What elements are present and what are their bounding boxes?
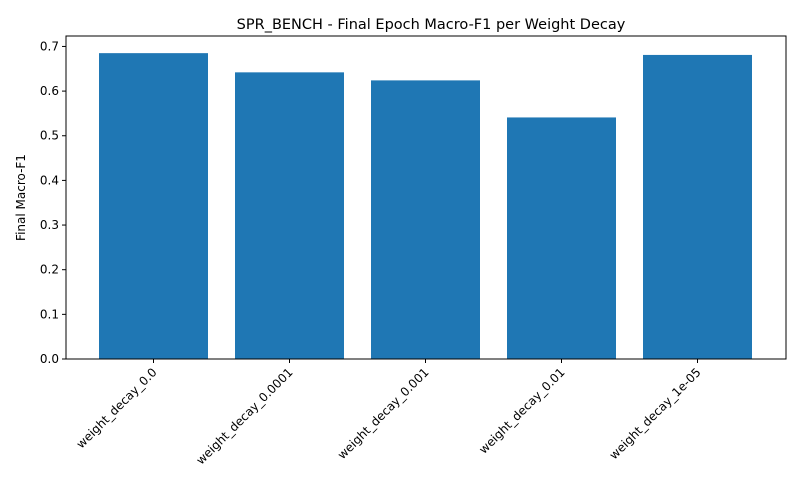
bar-weight_decay_1e-05 [643, 54, 752, 360]
y-tick-label: 0.5 [40, 129, 59, 143]
y-tick-label: 0.3 [40, 218, 59, 232]
x-tick-label: weight_decay_1e-05 [607, 365, 704, 462]
bars-group [99, 53, 752, 360]
x-axis: weight_decay_0.0 weight_decay_0.0001 weigh… [74, 359, 704, 467]
bar-weight_decay_0.0 [99, 53, 208, 360]
x-tick-label: weight_decay_0.001 [335, 365, 432, 462]
bar-weight_decay_0.01 [507, 117, 616, 359]
bar-weight_decay_0.001 [371, 80, 480, 360]
y-axis-label: Final Macro-F1 [14, 154, 28, 241]
plot-frame [65, 35, 787, 360]
chart-title: SPR_BENCH - Final Epoch Macro-F1 per Wei… [237, 17, 626, 33]
y-tick-label: 0.2 [40, 263, 59, 277]
y-tick-label: 0.0 [40, 352, 59, 366]
x-tick-label: weight_decay_0.0 [74, 365, 160, 451]
y-tick-label: 0.4 [40, 173, 59, 187]
y-tick-label: 0.1 [40, 307, 59, 321]
x-tick-label: weight_decay_0.0001 [193, 365, 295, 467]
y-tick-label: 0.6 [40, 84, 59, 98]
x-tick-label: weight_decay_0.01 [476, 365, 567, 456]
y-tick-label: 0.7 [40, 39, 59, 53]
bar-weight_decay_0.0001 [235, 72, 344, 360]
y-axis: 0.0 0.1 0.2 0.3 0.4 0.5 0.6 0.7 [40, 39, 66, 366]
